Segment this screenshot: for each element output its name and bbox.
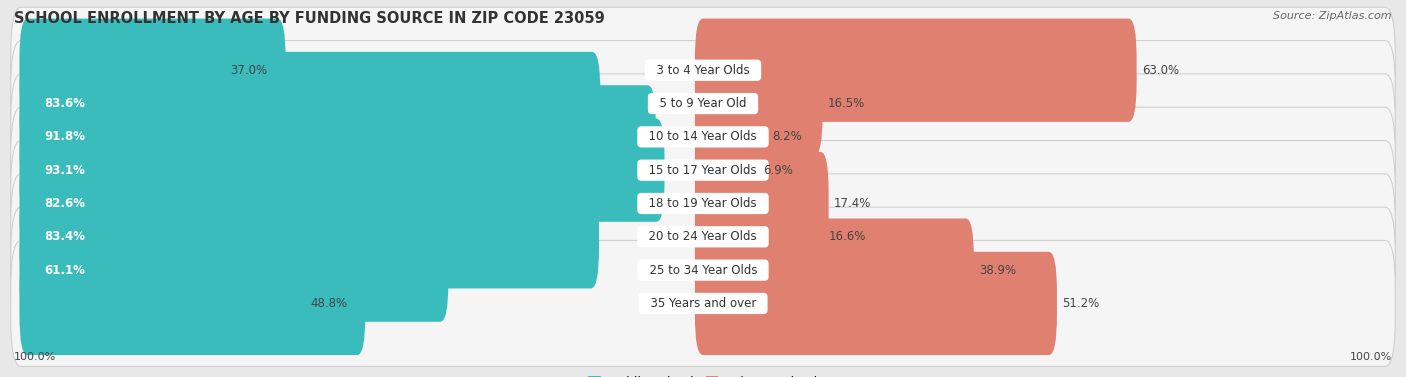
FancyBboxPatch shape — [20, 152, 593, 255]
Text: SCHOOL ENROLLMENT BY AGE BY FUNDING SOURCE IN ZIP CODE 23059: SCHOOL ENROLLMENT BY AGE BY FUNDING SOUR… — [14, 11, 605, 26]
FancyBboxPatch shape — [11, 107, 1395, 233]
Text: Source: ZipAtlas.com: Source: ZipAtlas.com — [1274, 11, 1392, 21]
FancyBboxPatch shape — [20, 52, 600, 155]
Text: 18 to 19 Year Olds: 18 to 19 Year Olds — [641, 197, 765, 210]
FancyBboxPatch shape — [11, 241, 1395, 366]
Text: 15 to 17 Year Olds: 15 to 17 Year Olds — [641, 164, 765, 177]
FancyBboxPatch shape — [20, 185, 599, 288]
Text: 61.1%: 61.1% — [45, 264, 86, 277]
FancyBboxPatch shape — [11, 207, 1395, 333]
Text: 37.0%: 37.0% — [231, 64, 267, 77]
FancyBboxPatch shape — [695, 18, 1136, 122]
Text: 93.1%: 93.1% — [45, 164, 86, 177]
Text: 83.4%: 83.4% — [45, 230, 86, 243]
Text: 25 to 34 Year Olds: 25 to 34 Year Olds — [641, 264, 765, 277]
FancyBboxPatch shape — [695, 252, 1057, 355]
FancyBboxPatch shape — [11, 174, 1395, 300]
FancyBboxPatch shape — [695, 185, 824, 288]
FancyBboxPatch shape — [695, 219, 974, 322]
FancyBboxPatch shape — [695, 118, 758, 222]
Text: 20 to 24 Year Olds: 20 to 24 Year Olds — [641, 230, 765, 243]
Text: 100.0%: 100.0% — [14, 352, 56, 362]
FancyBboxPatch shape — [20, 219, 449, 322]
FancyBboxPatch shape — [20, 118, 665, 222]
Text: 3 to 4 Year Olds: 3 to 4 Year Olds — [650, 64, 756, 77]
Text: 8.2%: 8.2% — [772, 130, 801, 143]
Text: 63.0%: 63.0% — [1142, 64, 1180, 77]
FancyBboxPatch shape — [11, 74, 1395, 200]
FancyBboxPatch shape — [11, 7, 1395, 133]
Text: 6.9%: 6.9% — [763, 164, 793, 177]
Text: 16.5%: 16.5% — [828, 97, 865, 110]
Text: 51.2%: 51.2% — [1063, 297, 1099, 310]
Text: 91.8%: 91.8% — [45, 130, 86, 143]
Text: 5 to 9 Year Old: 5 to 9 Year Old — [652, 97, 754, 110]
FancyBboxPatch shape — [11, 141, 1395, 267]
FancyBboxPatch shape — [695, 152, 828, 255]
FancyBboxPatch shape — [20, 85, 655, 188]
Legend: Public School, Private School: Public School, Private School — [588, 375, 818, 377]
Text: 100.0%: 100.0% — [1350, 352, 1392, 362]
Text: 83.6%: 83.6% — [45, 97, 86, 110]
Text: 35 Years and over: 35 Years and over — [643, 297, 763, 310]
FancyBboxPatch shape — [695, 85, 766, 188]
Text: 10 to 14 Year Olds: 10 to 14 Year Olds — [641, 130, 765, 143]
Text: 17.4%: 17.4% — [834, 197, 872, 210]
FancyBboxPatch shape — [20, 18, 285, 122]
Text: 48.8%: 48.8% — [309, 297, 347, 310]
FancyBboxPatch shape — [11, 41, 1395, 167]
Text: 16.6%: 16.6% — [828, 230, 866, 243]
Text: 38.9%: 38.9% — [979, 264, 1017, 277]
FancyBboxPatch shape — [20, 252, 366, 355]
FancyBboxPatch shape — [695, 52, 823, 155]
Text: 82.6%: 82.6% — [45, 197, 86, 210]
